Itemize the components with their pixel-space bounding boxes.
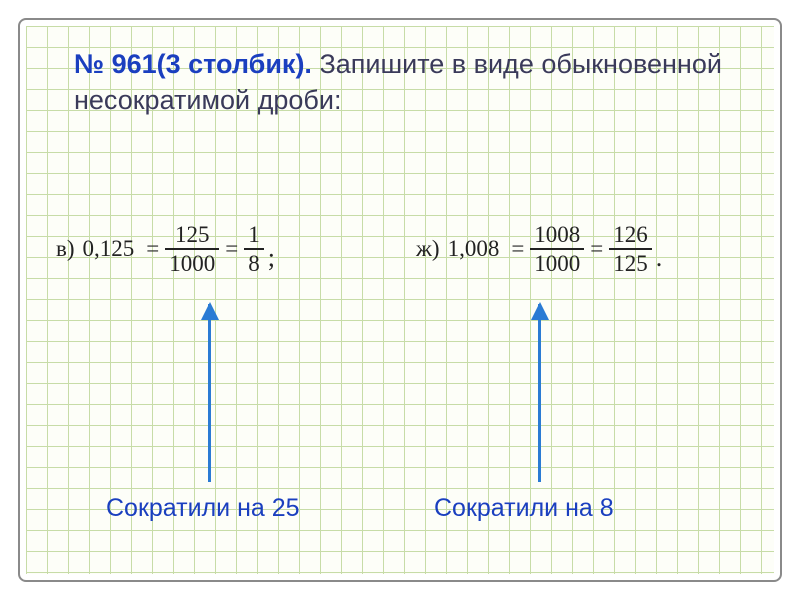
equals: = xyxy=(225,236,238,262)
letter-zh: ж) xyxy=(416,236,440,262)
inner-border: № 961(3 столбик). Запишите в виде обыкно… xyxy=(18,18,782,582)
caption-reduced-8: Сократили на 8 xyxy=(434,494,614,523)
equals: = xyxy=(511,236,524,262)
problems-row: в) 0,125 = 125 1000 = 1 8 ; xyxy=(56,221,744,277)
denominator: 1000 xyxy=(530,250,584,277)
fraction-1008-1000: 1008 1000 xyxy=(530,221,584,277)
problem-v: в) 0,125 = 125 1000 = 1 8 ; xyxy=(56,221,416,277)
equals: = xyxy=(590,236,603,262)
decimal-v: 0,125 xyxy=(83,236,135,262)
problem-zh: ж) 1,008 = 1008 1000 = 126 125 . xyxy=(416,221,744,277)
fraction-125-1000: 125 1000 xyxy=(165,221,219,277)
arrow-right xyxy=(538,304,541,482)
denominator: 8 xyxy=(244,250,264,277)
denominator: 1000 xyxy=(165,250,219,277)
task-heading: № 961(3 столбик). Запишите в виде обыкно… xyxy=(74,46,734,119)
fraction-126-125: 126 125 xyxy=(609,221,652,277)
numerator: 1 xyxy=(244,221,264,248)
numerator: 1008 xyxy=(530,221,584,248)
equals: = xyxy=(146,236,159,262)
numerator: 126 xyxy=(609,221,652,248)
period: . xyxy=(656,243,663,277)
outer-frame: № 961(3 столбик). Запишите в виде обыкно… xyxy=(0,0,800,600)
arrow-left xyxy=(208,304,211,482)
fraction-1-8: 1 8 xyxy=(244,221,264,277)
decimal-zh: 1,008 xyxy=(448,236,500,262)
letter-v: в) xyxy=(56,236,75,262)
semicolon: ; xyxy=(268,243,275,277)
denominator: 125 xyxy=(609,250,652,277)
grid-paper: № 961(3 столбик). Запишите в виде обыкно… xyxy=(26,26,774,574)
caption-reduced-25: Сократили на 25 xyxy=(106,494,300,523)
task-number: № 961(3 столбик). xyxy=(74,49,312,79)
numerator: 125 xyxy=(171,221,214,248)
